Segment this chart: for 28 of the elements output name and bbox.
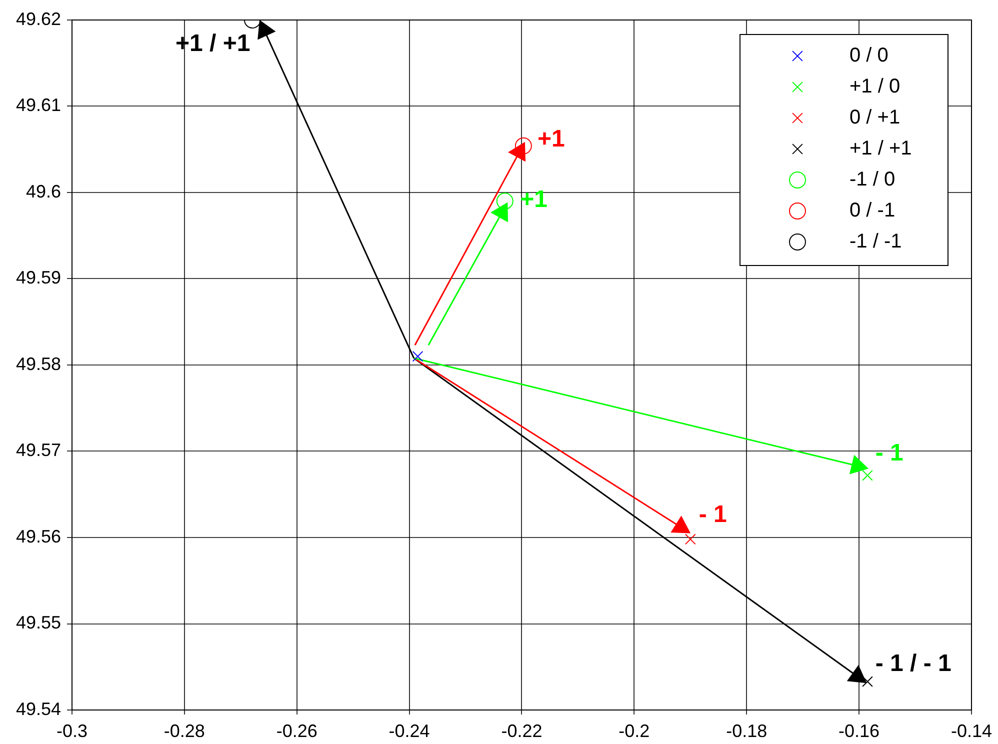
x-tick-label: -0.16 — [838, 720, 880, 741]
x-tick-label: -0.14 — [950, 720, 992, 741]
legend-label: 0 / +1 — [849, 106, 900, 129]
legend-label: -1 / -1 — [849, 230, 902, 253]
x-tick-label: -0.3 — [56, 720, 88, 741]
x-tick-label: -0.18 — [726, 720, 768, 741]
y-tick-label: 49.54 — [16, 698, 61, 719]
y-tick-label: 49.58 — [16, 354, 61, 374]
y-tick-label: 49.61 — [16, 95, 61, 116]
y-tick-label: 49.59 — [16, 268, 61, 288]
y-tick-label: 49.56 — [16, 526, 61, 546]
annotation: - 1 — [698, 500, 727, 528]
annotation: +1 — [537, 126, 565, 153]
annotation: - 1 / - 1 — [875, 650, 952, 677]
y-tick-label: 49.57 — [16, 440, 61, 460]
y-tick-label: 49.55 — [16, 612, 61, 633]
x-tick-label: -0.22 — [501, 720, 542, 741]
x-tick-label: -0.26 — [276, 720, 318, 741]
x-tick-label: -0.24 — [388, 720, 430, 741]
legend-label: -1 / 0 — [849, 168, 896, 191]
legend-label: 0 / -1 — [849, 200, 896, 222]
y-tick-label: 49.6 — [26, 181, 61, 202]
legend-label: 0 / 0 — [849, 44, 888, 67]
legend-label: +1 / 0 — [849, 76, 900, 98]
x-tick-label: -0.2 — [618, 720, 650, 741]
x-tick-label: -0.28 — [164, 720, 205, 741]
legend-label: +1 / +1 — [849, 138, 912, 160]
y-tick-label: 49.62 — [16, 8, 61, 29]
